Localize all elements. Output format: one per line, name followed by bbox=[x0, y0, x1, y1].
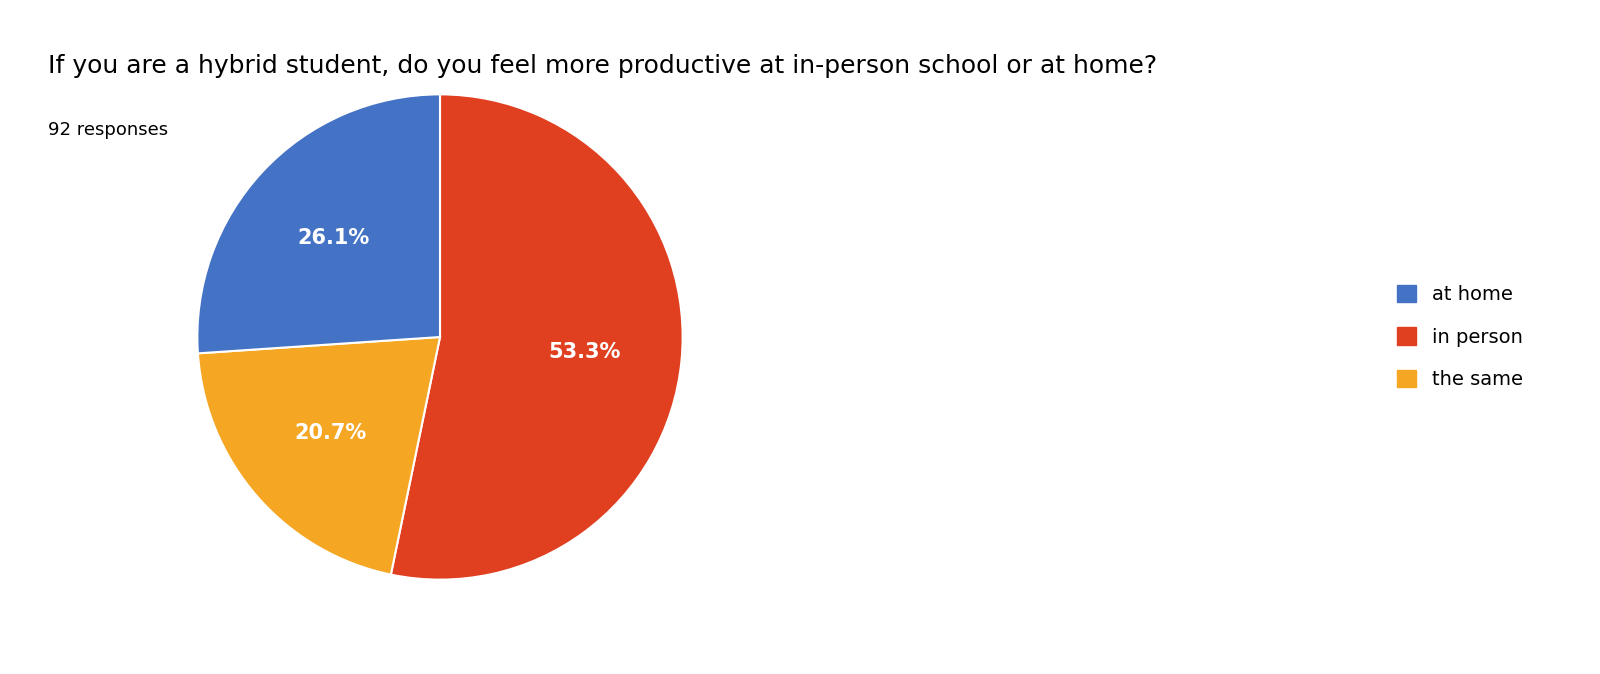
Text: If you are a hybrid student, do you feel more productive at in-person school or : If you are a hybrid student, do you feel… bbox=[48, 54, 1157, 78]
Text: 92 responses: 92 responses bbox=[48, 121, 168, 140]
Text: 20.7%: 20.7% bbox=[294, 423, 366, 443]
Wedge shape bbox=[390, 94, 683, 580]
Text: 26.1%: 26.1% bbox=[298, 228, 370, 247]
Legend: at home, in person, the same: at home, in person, the same bbox=[1378, 265, 1542, 409]
Wedge shape bbox=[198, 337, 440, 575]
Text: 53.3%: 53.3% bbox=[549, 342, 621, 362]
Wedge shape bbox=[197, 94, 440, 353]
